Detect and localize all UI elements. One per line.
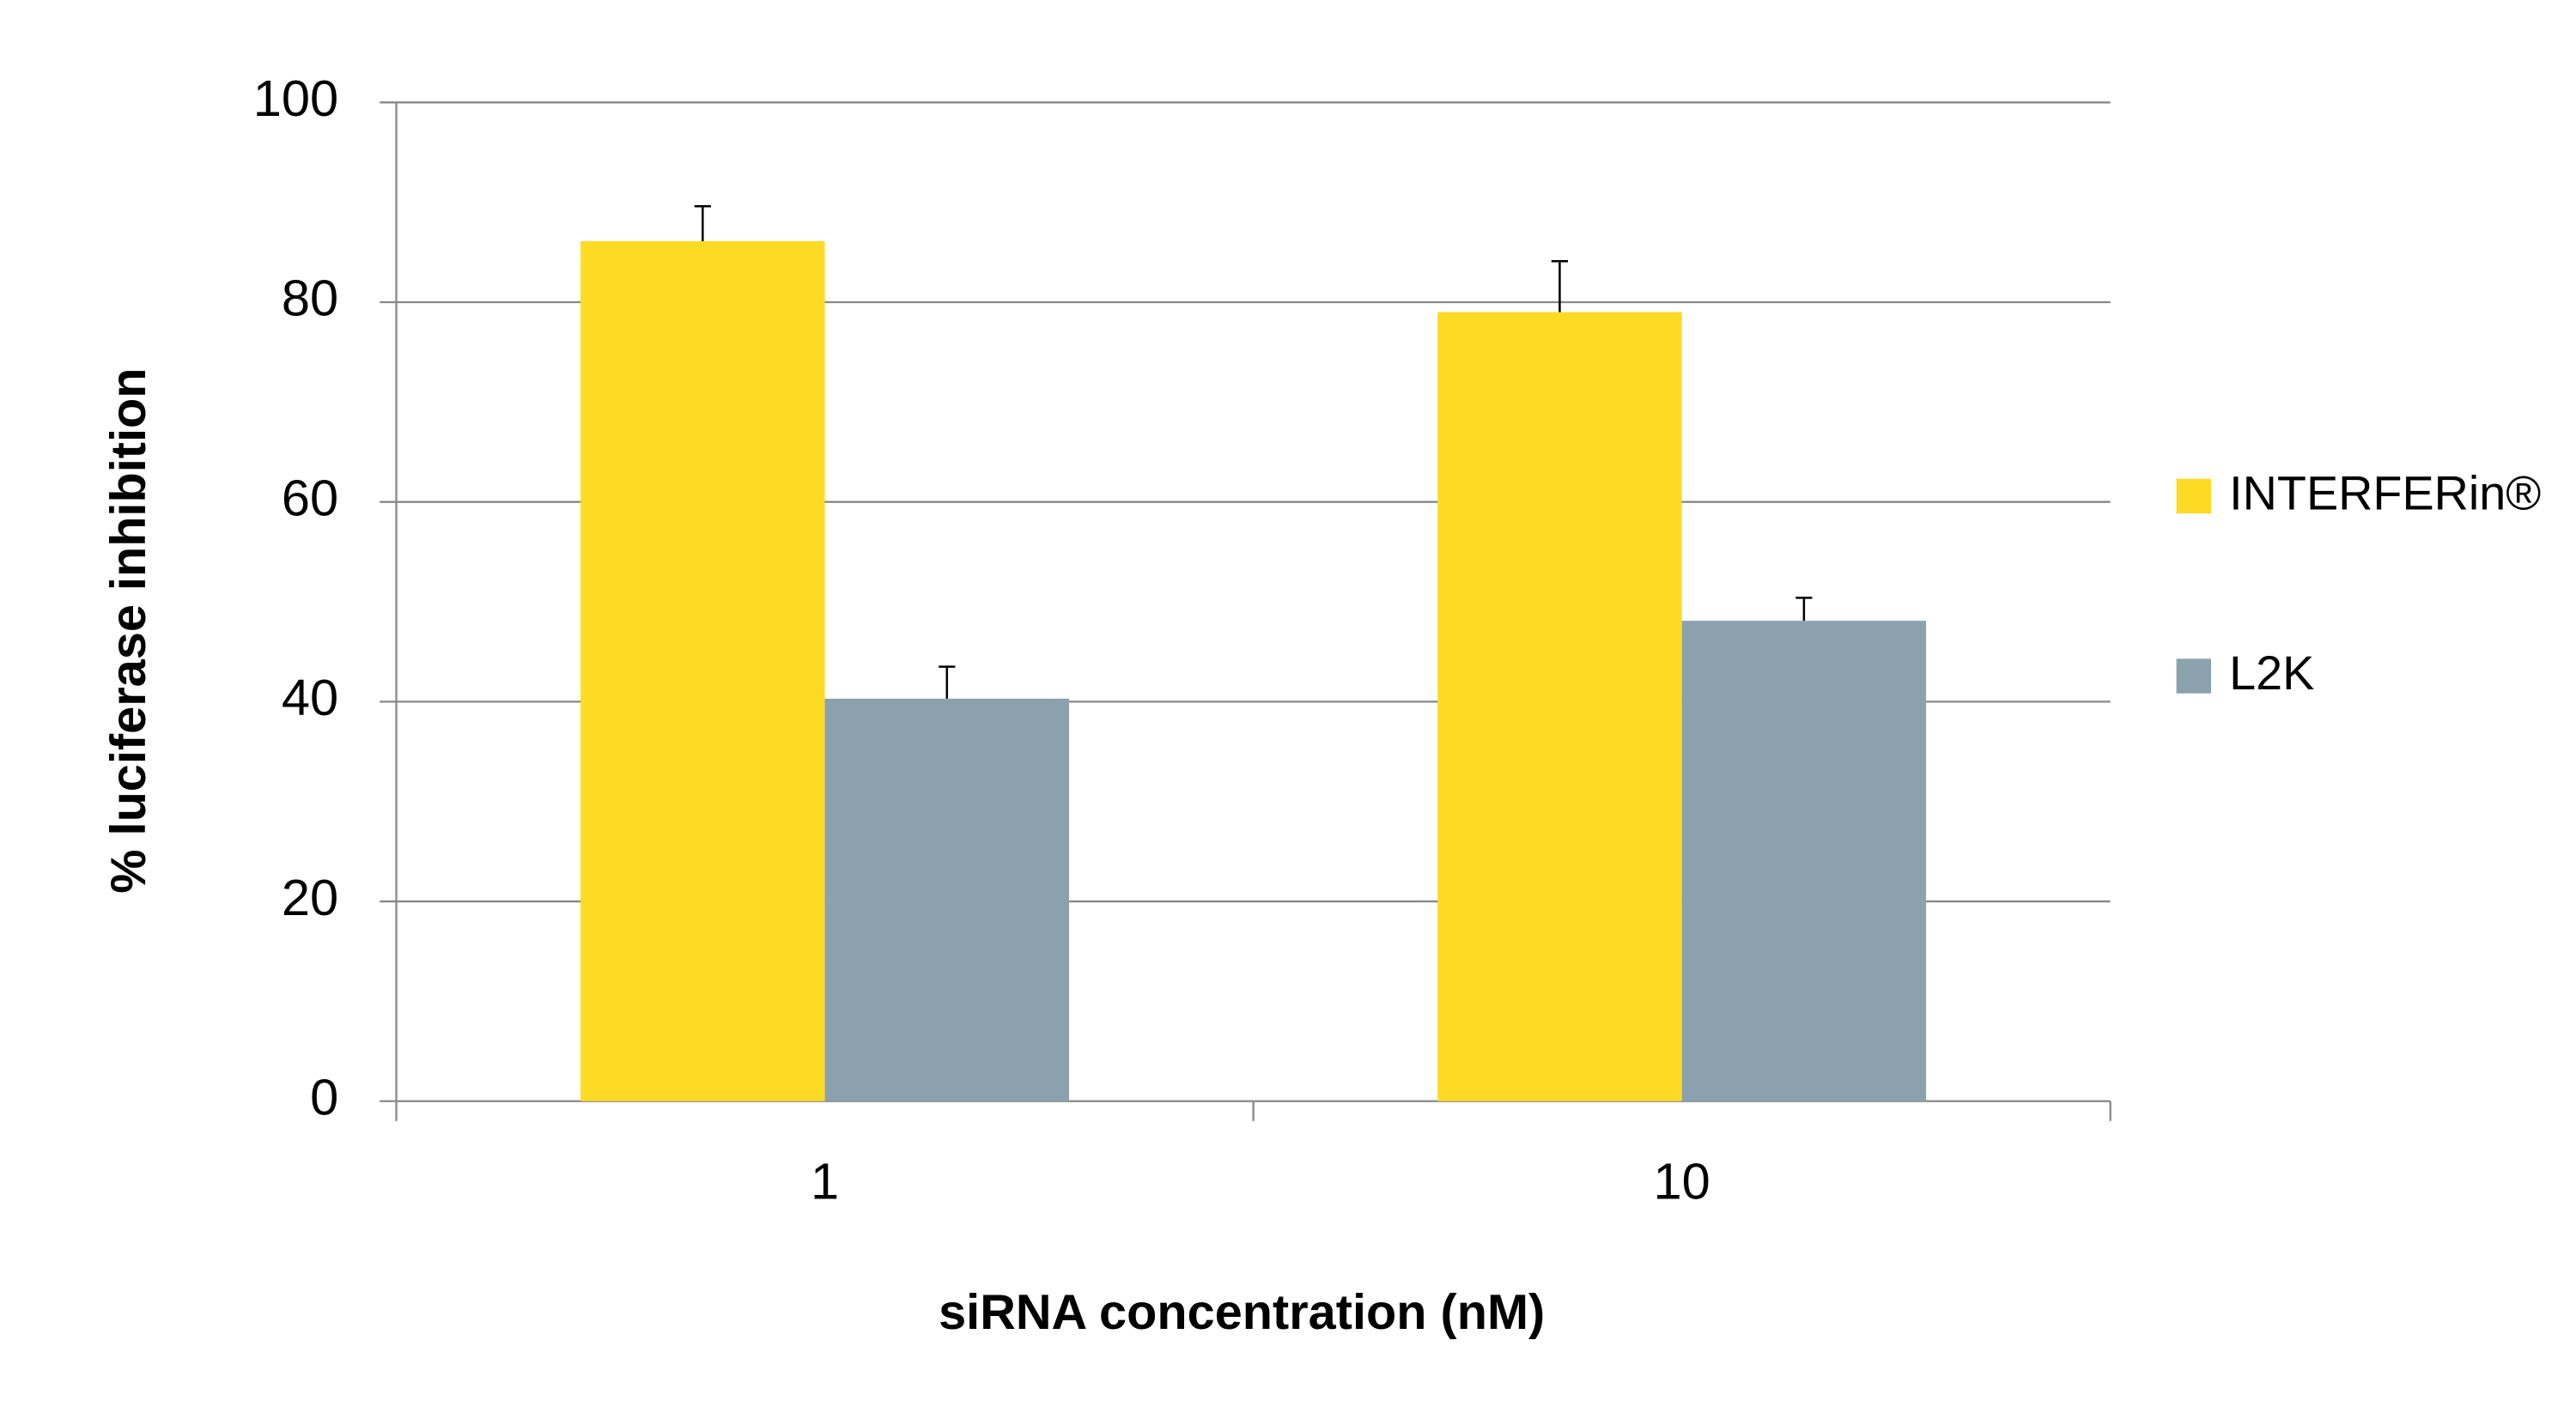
legend-label: L2K [2229, 646, 2314, 700]
error-bar [1795, 597, 1813, 622]
bar [824, 698, 1070, 1101]
y-tick-label: 40 [282, 669, 338, 726]
error-bar [939, 665, 956, 699]
y-tick-label: 20 [282, 869, 338, 926]
legend-swatch [2176, 478, 2211, 514]
y-tick-label: 0 [310, 1069, 338, 1126]
bar [1681, 621, 1927, 1101]
y-tick-label: 80 [282, 270, 338, 327]
error-bar [1551, 260, 1569, 312]
y-tick-label: 60 [282, 469, 338, 526]
y-axis-title: % luciferase inhibition [101, 368, 156, 894]
y-tick-label: 100 [253, 70, 338, 127]
bar [580, 241, 825, 1101]
bar [1437, 312, 1682, 1101]
legend-label: INTERFERin® [2229, 467, 2541, 520]
x-axis-title: siRNA concentration (nM) [939, 1285, 1545, 1340]
legend-swatch [2176, 658, 2211, 694]
x-tick-label: 10 [1653, 1153, 1710, 1210]
x-tick-label: 1 [811, 1153, 839, 1210]
error-bar [694, 205, 711, 242]
